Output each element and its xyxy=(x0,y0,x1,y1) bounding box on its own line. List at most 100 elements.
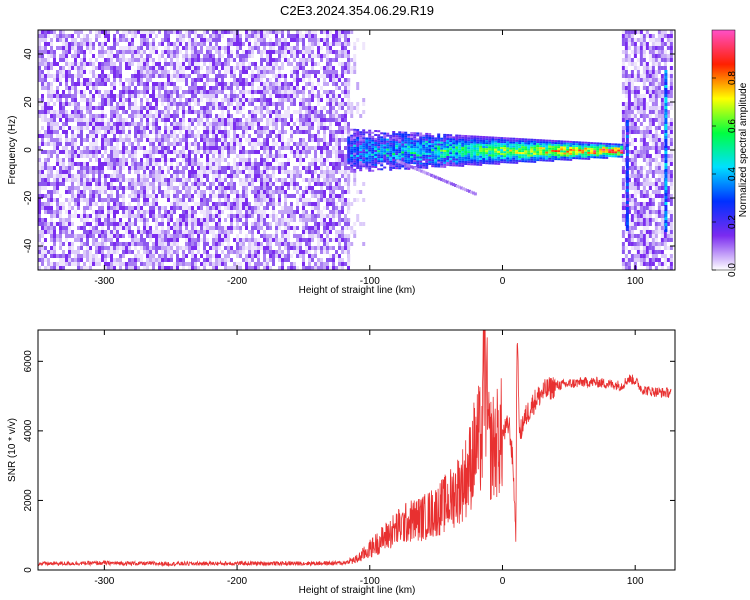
heatmap-cell xyxy=(83,58,86,62)
heatmap-cell xyxy=(92,218,95,222)
heatmap-cell xyxy=(185,190,188,194)
heatmap-cell xyxy=(218,206,221,210)
heatmap-cell xyxy=(143,222,146,226)
heatmap-cell xyxy=(266,138,269,142)
heatmap-cell xyxy=(176,142,179,146)
heatmap-cell xyxy=(53,166,56,170)
heatmap-cell xyxy=(41,206,44,210)
heatmap-cell xyxy=(242,82,245,86)
heatmap-cell xyxy=(251,226,254,230)
heatmap-cell xyxy=(41,98,44,102)
heatmap-cell xyxy=(161,154,164,158)
heatmap-cell xyxy=(140,78,143,82)
heatmap-cell xyxy=(188,110,191,114)
heatmap-cell xyxy=(71,190,74,194)
heatmap-cell xyxy=(242,250,245,254)
heatmap-cell xyxy=(218,202,221,206)
heatmap-cell xyxy=(287,214,290,218)
heatmap-cell xyxy=(173,70,176,74)
heatmap-cell xyxy=(212,254,215,258)
heatmap-cell xyxy=(305,186,308,190)
heatmap-cell xyxy=(239,134,242,138)
heatmap-cell xyxy=(320,238,323,242)
heatmap-cell xyxy=(197,74,200,78)
heatmap-cell xyxy=(248,250,251,254)
heatmap-cell xyxy=(227,82,230,86)
heatmap-cell xyxy=(53,238,56,242)
heatmap-cell xyxy=(663,34,667,38)
heatmap-cell xyxy=(155,258,158,262)
heatmap-cell xyxy=(191,230,194,234)
heatmap-cell xyxy=(293,154,296,158)
heatmap-cell xyxy=(314,74,317,78)
heatmap-cell xyxy=(74,110,77,114)
heatmap-cell xyxy=(146,86,149,90)
heatmap-cell xyxy=(230,66,233,70)
heatmap-cell xyxy=(185,206,188,210)
heatmap-cell xyxy=(239,206,242,210)
heatmap-cell xyxy=(206,138,209,142)
heatmap-cell xyxy=(158,114,161,118)
heatmap-cell xyxy=(41,126,44,130)
heatmap-cell xyxy=(122,122,125,126)
heatmap-cell xyxy=(290,218,293,222)
heatmap-cell xyxy=(137,78,140,82)
heatmap-cell xyxy=(639,50,643,54)
heatmap-cell xyxy=(107,198,110,202)
heatmap-cell xyxy=(155,34,158,38)
heatmap-cell xyxy=(68,246,71,250)
heatmap-cell xyxy=(287,158,290,162)
heatmap-cell xyxy=(221,158,224,162)
heatmap-cell xyxy=(621,74,625,78)
heatmap-cell xyxy=(107,234,110,238)
heatmap-cell xyxy=(347,234,351,238)
heatmap-cell xyxy=(317,202,320,206)
heatmap-cell xyxy=(137,230,140,234)
heatmap-cell xyxy=(56,122,59,126)
heatmap-cell xyxy=(257,34,260,38)
heatmap-cell xyxy=(239,262,242,266)
heatmap-cell xyxy=(191,226,194,230)
heatmap-cell xyxy=(284,98,287,102)
heatmap-cell xyxy=(101,230,104,234)
heatmap-cell xyxy=(149,166,152,170)
heatmap-cell xyxy=(230,146,233,150)
heatmap-cell xyxy=(284,122,287,126)
heatmap-cell xyxy=(287,34,290,38)
heatmap-cell xyxy=(329,150,332,154)
heatmap-cell xyxy=(86,138,89,142)
heatmap-cell xyxy=(110,246,113,250)
heatmap-cell xyxy=(254,250,257,254)
heatmap-cell xyxy=(104,58,107,62)
heatmap-cell xyxy=(170,78,173,82)
heatmap-cell xyxy=(146,134,149,138)
heatmap-cell xyxy=(167,254,170,258)
heatmap-cell xyxy=(233,98,236,102)
heatmap-cell xyxy=(164,82,167,86)
heatmap-cell xyxy=(621,34,625,38)
heatmap-cell xyxy=(176,194,179,198)
heatmap-cell xyxy=(194,242,197,246)
heatmap-cell xyxy=(119,106,122,110)
heatmap-cell xyxy=(179,178,182,182)
heatmap-cell xyxy=(663,30,667,34)
heatmap-cell xyxy=(308,70,311,74)
heatmap-cell xyxy=(155,222,158,226)
heatmap-cell xyxy=(305,154,308,158)
heatmap-cell xyxy=(191,234,194,238)
heatmap-cell xyxy=(143,42,146,46)
heatmap-cell xyxy=(218,194,221,198)
heatmap-cell xyxy=(275,78,278,82)
heatmap-cell xyxy=(164,62,167,66)
heatmap-cell xyxy=(269,222,272,226)
heatmap-cell xyxy=(107,238,110,242)
heatmap-cell xyxy=(302,262,305,266)
heatmap-cell xyxy=(326,58,329,62)
heatmap-cell xyxy=(299,146,302,150)
heatmap-cell xyxy=(335,170,338,174)
heatmap-cell xyxy=(206,146,209,150)
heatmap-cell xyxy=(281,250,284,254)
heatmap-cell xyxy=(116,238,119,242)
heatmap-cell xyxy=(329,34,332,38)
heatmap-cell xyxy=(239,138,242,142)
